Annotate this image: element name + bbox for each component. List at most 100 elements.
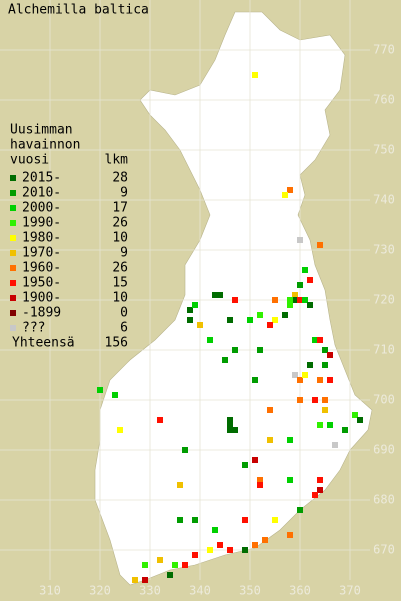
legend-count: 9 (120, 246, 128, 261)
legend-count: 26 (112, 216, 128, 231)
observation (302, 297, 308, 303)
observation (247, 317, 253, 323)
observation (182, 447, 188, 453)
legend-count: 26 (112, 261, 128, 276)
observation (297, 297, 303, 303)
observation (312, 492, 318, 498)
observation (222, 357, 228, 363)
legend-label: 2000- (22, 201, 61, 216)
observation (322, 407, 328, 413)
legend-swatch (10, 175, 16, 181)
observation (187, 317, 193, 323)
observation (312, 397, 318, 403)
legend-swatch (10, 310, 16, 316)
legend-swatch (10, 205, 16, 211)
x-tick-label: 310 (39, 584, 61, 598)
legend-count: 17 (112, 201, 128, 216)
observation (297, 377, 303, 383)
legend-swatch (10, 220, 16, 226)
legend-label: 1980- (22, 231, 61, 246)
legend-swatch (10, 250, 16, 256)
observation (242, 547, 248, 553)
observation (157, 417, 163, 423)
observation (207, 337, 213, 343)
observation (207, 547, 213, 553)
observation (292, 292, 298, 298)
legend-heading: havainnon (10, 138, 80, 153)
legend-count-heading: lkm (105, 153, 129, 168)
observation (272, 517, 278, 523)
observation (332, 442, 338, 448)
observation (192, 302, 198, 308)
legend-count: 10 (112, 231, 128, 246)
observation (257, 312, 263, 318)
y-tick-label: 730 (373, 243, 395, 257)
legend-swatch (10, 235, 16, 241)
y-tick-label: 680 (373, 493, 395, 507)
observation (307, 302, 313, 308)
legend-swatch (10, 280, 16, 286)
observation (312, 337, 318, 343)
y-tick-label: 760 (373, 93, 395, 107)
x-tick-label: 350 (239, 584, 261, 598)
observation (212, 527, 218, 533)
observation (307, 277, 313, 283)
legend-swatch (10, 190, 16, 196)
y-tick-label: 740 (373, 193, 395, 207)
observation (317, 422, 323, 428)
observation (172, 562, 178, 568)
observation (232, 427, 238, 433)
observation (187, 307, 193, 313)
legend-label: 1900- (22, 291, 61, 306)
observation (357, 417, 363, 423)
observation (342, 427, 348, 433)
observation (272, 317, 278, 323)
observation (132, 577, 138, 583)
observation (317, 377, 323, 383)
legend: 2015- 28 2010- 9 2000- 17 1990- 26 1980- 10 1970- 9… (10, 171, 128, 336)
observation (317, 477, 323, 483)
observation (287, 302, 293, 308)
observation (327, 352, 333, 358)
observation (227, 317, 233, 323)
legend-label: 1990- (22, 216, 61, 231)
legend-count: 9 (120, 186, 128, 201)
observation (282, 312, 288, 318)
legend-count: 10 (112, 291, 128, 306)
x-tick-label: 360 (289, 584, 311, 598)
observation (142, 562, 148, 568)
observation (267, 437, 273, 443)
y-tick-label: 670 (373, 543, 395, 557)
observation (217, 292, 223, 298)
legend-swatch (10, 295, 16, 301)
observation (227, 417, 233, 423)
legend-label: ??? (22, 321, 45, 336)
observation (297, 237, 303, 243)
observation (242, 462, 248, 468)
observation (227, 427, 233, 433)
observation (167, 572, 173, 578)
legend-label: 1970- (22, 246, 61, 261)
observation (267, 322, 273, 328)
observation (297, 397, 303, 403)
observation (212, 292, 218, 298)
observation (287, 477, 293, 483)
observation (227, 547, 233, 553)
observation (267, 407, 273, 413)
observation (112, 392, 118, 398)
observation (252, 72, 258, 78)
observation (287, 437, 293, 443)
x-tick-label: 320 (89, 584, 111, 598)
y-tick-label: 770 (373, 43, 395, 57)
observation (282, 192, 288, 198)
observation (322, 397, 328, 403)
observation (257, 347, 263, 353)
legend-swatch (10, 325, 16, 331)
legend-heading: Uusimman (10, 123, 73, 138)
observation (287, 187, 293, 193)
observation (262, 537, 268, 543)
legend-label: 2015- (22, 171, 61, 186)
observation (317, 337, 323, 343)
x-tick-label: 330 (139, 584, 161, 598)
